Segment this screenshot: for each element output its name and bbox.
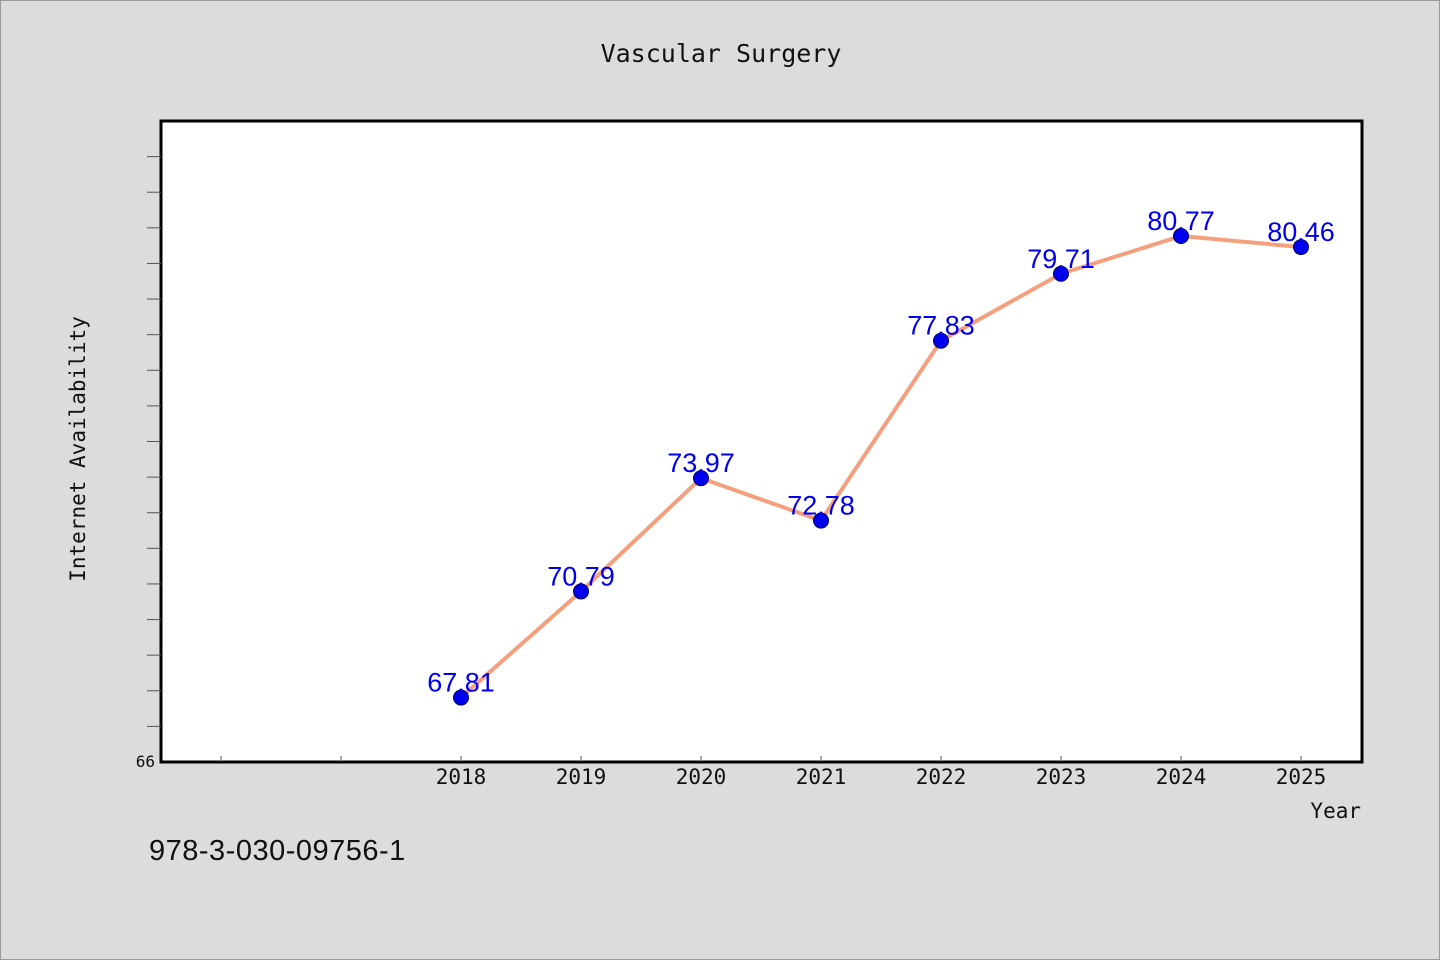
x-axis-label: Year [1310, 799, 1361, 823]
x-tick-label: 2024 [1156, 765, 1207, 789]
data-point [573, 583, 589, 600]
isbn-footnote: 978-3-030-09756-1 [149, 835, 406, 867]
x-axis-ticks: 2018 2019 2020 2021 2022 2023 2024 2025 [220, 756, 1327, 789]
x-tick-label: 2019 [556, 765, 607, 789]
data-point [693, 470, 709, 487]
x-tick-label: 2021 [796, 765, 847, 789]
y-tick-label: 66 [136, 752, 155, 771]
data-label: 70.79 [547, 561, 615, 591]
data-label: 79.71 [1027, 244, 1095, 274]
x-tick-label: 2020 [676, 765, 727, 789]
chart-title: Vascular Surgery [601, 39, 842, 68]
y-axis-label: Internet Availability [66, 316, 90, 582]
data-point [1053, 265, 1069, 282]
data-label: 77.83 [907, 311, 975, 341]
data-label: 73.97 [667, 448, 735, 478]
x-tick-label: 2018 [436, 765, 487, 789]
data-point [1293, 239, 1309, 256]
x-tick-label: 2025 [1276, 765, 1327, 789]
data-point [813, 512, 829, 529]
data-point [933, 332, 949, 349]
data-label: 67.81 [427, 668, 495, 698]
series-line [459, 234, 1303, 700]
y-axis-ticks: 66 [136, 156, 161, 771]
x-tick-label: 2023 [1036, 765, 1087, 789]
plot-area [159, 119, 1364, 764]
data-label: 80.46 [1267, 217, 1335, 247]
data-label: 80.77 [1147, 206, 1215, 236]
x-tick-label: 2022 [916, 765, 967, 789]
data-labels: 67.81 70.79 73.97 72.78 77.83 79.71 80.77 80.46 [427, 206, 1335, 698]
data-point [1173, 228, 1189, 245]
series-layer [453, 228, 1309, 706]
data-point [453, 689, 469, 706]
data-label: 72.78 [787, 491, 855, 521]
